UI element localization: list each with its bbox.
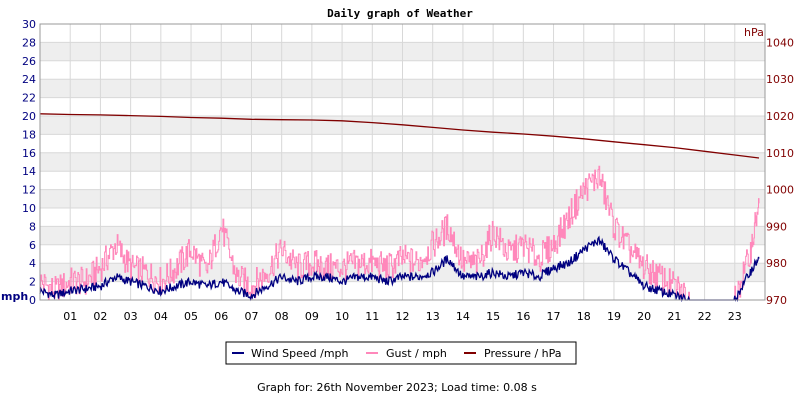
left-tick-label: 12 <box>22 184 36 197</box>
right-tick-label: 1030 <box>766 73 794 86</box>
left-axis-unit-label: mph <box>1 290 28 303</box>
x-tick-label: 17 <box>547 310 561 323</box>
x-tick-label: 09 <box>305 310 319 323</box>
x-tick-label: 21 <box>667 310 681 323</box>
legend-label-wind-speed: Wind Speed /mph <box>251 347 349 360</box>
left-tick-label: 14 <box>22 165 36 178</box>
x-tick-label: 07 <box>244 310 258 323</box>
left-tick-label: 24 <box>22 73 36 86</box>
legend-box: Wind Speed /mph Gust / mph Pressure / hP… <box>225 341 577 365</box>
right-tick-label: 990 <box>766 220 787 233</box>
left-tick-label: 28 <box>22 36 36 49</box>
left-tick-label: 6 <box>29 239 36 252</box>
x-tick-label: 14 <box>456 310 470 323</box>
x-tick-label: 18 <box>577 310 591 323</box>
x-tick-label: 08 <box>275 310 289 323</box>
left-tick-label: 2 <box>29 276 36 289</box>
left-tick-label: 22 <box>22 92 36 105</box>
right-tick-label: 1020 <box>766 110 794 123</box>
legend-frame <box>225 341 577 365</box>
plot-frame <box>39 23 766 301</box>
series-line-gust <box>40 165 760 301</box>
series-layer <box>39 113 760 303</box>
series-line-pressure <box>39 113 760 159</box>
left-tick-label: 18 <box>22 128 36 141</box>
x-tick-label: 12 <box>396 310 410 323</box>
left-tick-label: 20 <box>22 110 36 123</box>
x-tick-label: 04 <box>154 310 168 323</box>
left-tick-label: 10 <box>22 202 36 215</box>
x-axis-ticks: 01 02 03 04 05 06 07 08 09 10 11 12 13 14 15 16 17 18 19 20… <box>63 310 742 323</box>
right-tick-label: 970 <box>766 294 787 307</box>
left-tick-label: 16 <box>22 147 36 160</box>
x-tick-label: 01 <box>63 310 77 323</box>
series-line-wind-speed <box>39 235 760 303</box>
chart-title: Daily graph of Weather <box>327 7 473 20</box>
x-tick-label: 23 <box>728 310 742 323</box>
left-tick-label: 26 <box>22 55 36 68</box>
left-tick-label: 30 <box>22 18 36 31</box>
legend-label-gust: Gust / mph <box>386 347 447 360</box>
legend-label-pressure: Pressure / hPa <box>484 347 562 360</box>
x-tick-label: 03 <box>124 310 138 323</box>
footer-status-text: Graph for: 26th November 2023; Load time… <box>257 381 537 394</box>
x-tick-label: 02 <box>93 310 107 323</box>
right-tick-label: 1010 <box>766 147 794 160</box>
right-axis-unit-label: hPa <box>744 26 764 39</box>
x-tick-label: 05 <box>184 310 198 323</box>
left-tick-label: 0 <box>29 294 36 307</box>
x-tick-label: 15 <box>486 310 500 323</box>
left-tick-label: 4 <box>29 257 36 270</box>
right-tick-label: 1040 <box>766 36 794 49</box>
right-tick-label: 980 <box>766 257 787 270</box>
right-tick-label: 1000 <box>766 184 794 197</box>
right-axis-ticks: 970 980 990 1000 1010 1020 1030 1040 <box>766 36 794 307</box>
x-tick-label: 20 <box>637 310 651 323</box>
x-tick-label: 13 <box>426 310 440 323</box>
x-tick-label: 22 <box>698 310 712 323</box>
x-tick-label: 16 <box>516 310 530 323</box>
x-tick-label: 19 <box>607 310 621 323</box>
left-tick-label: 8 <box>29 220 36 233</box>
x-tick-label: 11 <box>365 310 379 323</box>
x-tick-label: 10 <box>335 310 349 323</box>
x-tick-label: 06 <box>214 310 228 323</box>
